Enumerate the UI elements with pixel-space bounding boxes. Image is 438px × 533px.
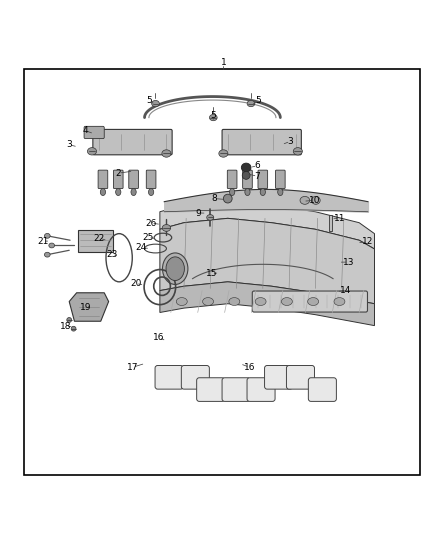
Ellipse shape <box>131 189 136 196</box>
Text: 3: 3 <box>287 137 293 146</box>
Ellipse shape <box>100 189 106 196</box>
Text: 23: 23 <box>106 250 118 259</box>
FancyBboxPatch shape <box>247 378 275 401</box>
FancyBboxPatch shape <box>329 215 332 231</box>
Polygon shape <box>69 293 109 321</box>
FancyBboxPatch shape <box>276 170 285 189</box>
Ellipse shape <box>162 224 171 231</box>
Ellipse shape <box>281 297 293 305</box>
Ellipse shape <box>71 326 76 331</box>
Text: 11: 11 <box>334 214 345 223</box>
FancyBboxPatch shape <box>265 366 293 389</box>
Text: 6: 6 <box>254 161 261 170</box>
Text: 12: 12 <box>362 238 374 246</box>
Ellipse shape <box>67 318 72 322</box>
Text: 18: 18 <box>60 322 71 331</box>
Text: 1: 1 <box>220 58 226 67</box>
Ellipse shape <box>176 297 187 305</box>
Ellipse shape <box>293 148 302 155</box>
Text: 3: 3 <box>66 140 72 149</box>
Ellipse shape <box>223 194 232 203</box>
Ellipse shape <box>166 257 184 280</box>
Text: 9: 9 <box>195 208 201 217</box>
Ellipse shape <box>219 150 228 157</box>
Text: 20: 20 <box>130 279 141 288</box>
Ellipse shape <box>162 150 171 157</box>
Text: 7: 7 <box>254 172 261 181</box>
FancyBboxPatch shape <box>84 126 104 139</box>
Ellipse shape <box>49 243 54 248</box>
FancyBboxPatch shape <box>113 170 123 189</box>
Ellipse shape <box>202 297 213 305</box>
Text: 10: 10 <box>309 196 320 205</box>
FancyBboxPatch shape <box>78 230 113 252</box>
Ellipse shape <box>245 189 250 196</box>
Ellipse shape <box>148 189 154 196</box>
Text: 21: 21 <box>37 237 49 246</box>
FancyBboxPatch shape <box>243 170 252 189</box>
Ellipse shape <box>88 148 96 155</box>
Ellipse shape <box>334 297 345 305</box>
Ellipse shape <box>162 253 188 285</box>
FancyBboxPatch shape <box>252 291 367 312</box>
Polygon shape <box>160 282 374 326</box>
FancyBboxPatch shape <box>181 366 209 389</box>
Polygon shape <box>160 219 374 304</box>
Text: 24: 24 <box>136 243 147 252</box>
Text: 17: 17 <box>127 363 138 372</box>
Ellipse shape <box>278 189 283 196</box>
Ellipse shape <box>300 197 310 204</box>
FancyBboxPatch shape <box>155 366 183 389</box>
Text: 2: 2 <box>116 169 121 177</box>
FancyBboxPatch shape <box>308 378 336 401</box>
Text: 5: 5 <box>146 96 152 106</box>
Ellipse shape <box>311 197 320 204</box>
Text: 15: 15 <box>206 270 217 278</box>
Polygon shape <box>160 201 374 249</box>
FancyBboxPatch shape <box>129 170 138 189</box>
FancyBboxPatch shape <box>222 378 250 401</box>
Ellipse shape <box>152 100 159 107</box>
FancyBboxPatch shape <box>98 170 108 189</box>
Text: 13: 13 <box>343 257 354 266</box>
Ellipse shape <box>207 215 214 220</box>
Text: 16: 16 <box>153 333 165 342</box>
Ellipse shape <box>230 189 235 196</box>
FancyBboxPatch shape <box>197 378 225 401</box>
Text: 22: 22 <box>93 233 105 243</box>
Ellipse shape <box>242 172 250 179</box>
Ellipse shape <box>44 252 50 257</box>
Ellipse shape <box>260 189 265 196</box>
FancyBboxPatch shape <box>258 170 268 189</box>
FancyBboxPatch shape <box>222 130 301 155</box>
FancyBboxPatch shape <box>93 130 172 155</box>
Ellipse shape <box>241 163 251 172</box>
FancyBboxPatch shape <box>227 170 237 189</box>
Ellipse shape <box>247 100 255 107</box>
Ellipse shape <box>44 233 50 238</box>
FancyBboxPatch shape <box>146 170 156 189</box>
Text: 4: 4 <box>83 126 88 135</box>
Text: 16: 16 <box>244 363 255 372</box>
Text: 5: 5 <box>255 96 261 106</box>
Ellipse shape <box>229 297 240 305</box>
Ellipse shape <box>307 297 318 305</box>
Text: 14: 14 <box>340 286 352 295</box>
Ellipse shape <box>209 115 217 120</box>
Text: 25: 25 <box>142 233 154 242</box>
Ellipse shape <box>116 189 121 196</box>
Text: 26: 26 <box>145 219 157 228</box>
Ellipse shape <box>255 297 266 305</box>
Text: 8: 8 <box>212 194 218 203</box>
Text: 19: 19 <box>80 303 91 312</box>
FancyBboxPatch shape <box>286 366 314 389</box>
Text: 5: 5 <box>210 111 216 120</box>
